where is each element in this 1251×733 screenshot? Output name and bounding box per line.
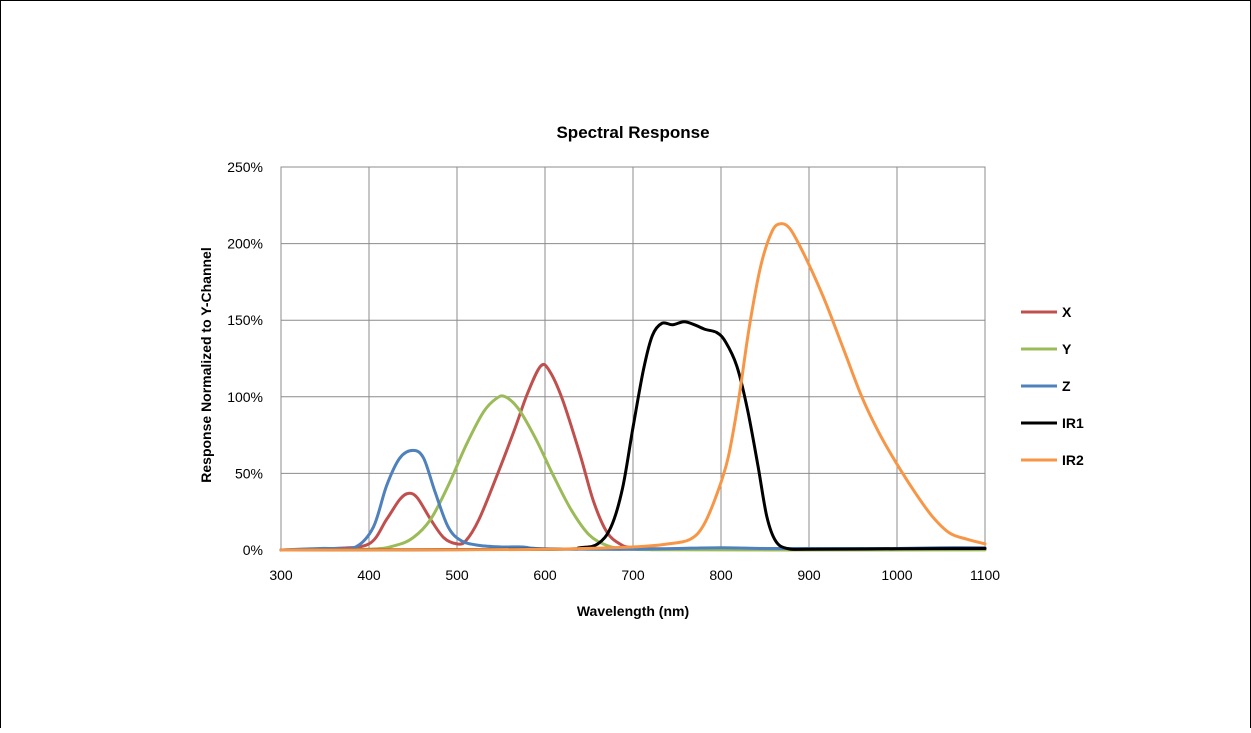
series-line-ir1: [279, 320, 987, 552]
x-axis-tick-labels: 300 400 500 600 700 800 900 1000 1100: [269, 567, 1000, 583]
grid: [280, 166, 986, 551]
y-tick-label: 0%: [243, 542, 263, 558]
y-tick-label: 100%: [227, 389, 263, 405]
x-tick-label: 800: [709, 567, 733, 583]
chart-title: Spectral Response: [556, 123, 709, 142]
legend-label-ir2: IR2: [1062, 452, 1084, 468]
x-tick-label: 1000: [881, 567, 912, 583]
legend-label-ir1: IR1: [1062, 415, 1084, 431]
y-axis-label: Response Normalized to Y-Channel: [198, 247, 214, 482]
y-tick-label: 250%: [227, 159, 263, 175]
x-tick-label: 900: [797, 567, 821, 583]
x-tick-label: 400: [357, 567, 381, 583]
y-tick-label: 50%: [235, 465, 263, 481]
x-tick-label: 700: [621, 567, 645, 583]
legend-label-x: X: [1062, 304, 1072, 320]
legend-label-z: Z: [1062, 378, 1071, 394]
y-tick-label: 150%: [227, 312, 263, 328]
x-axis-label: Wavelength (nm): [577, 603, 689, 619]
x-tick-label: 1100: [970, 567, 1000, 583]
series-line-ir2: [279, 222, 987, 552]
y-axis-tick-labels: 0% 50% 100% 150% 200% 250%: [227, 159, 263, 558]
y-tick-label: 200%: [227, 236, 263, 252]
series-lines: [279, 222, 987, 552]
x-tick-label: 300: [269, 567, 293, 583]
x-tick-label: 600: [533, 567, 557, 583]
legend-label-y: Y: [1062, 341, 1072, 357]
legend: X Y Z IR1 IR2: [1021, 304, 1084, 468]
x-tick-label: 500: [445, 567, 469, 583]
